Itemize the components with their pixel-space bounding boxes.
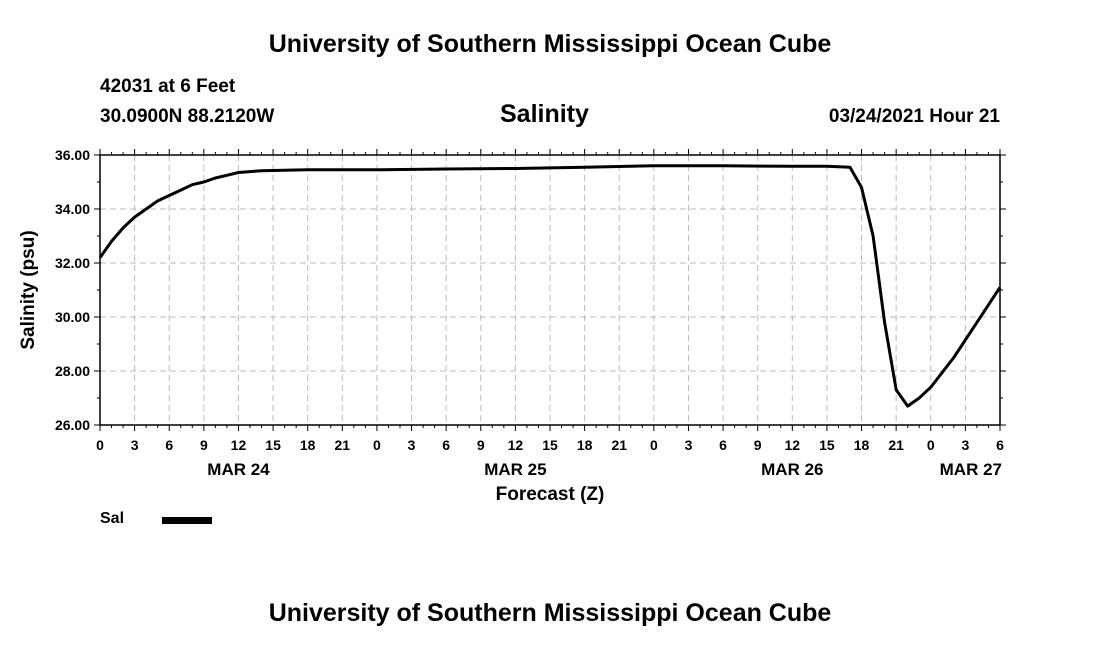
axis-ticks	[94, 149, 1006, 431]
x-tick-label: 21	[888, 437, 904, 453]
x-tick-label: 3	[961, 437, 969, 453]
x-tick-label: 12	[508, 437, 524, 453]
y-tick-label: 32.00	[55, 255, 90, 271]
x-tick-label: 18	[854, 437, 870, 453]
parameter-label: Salinity	[500, 100, 589, 128]
y-tick-label: 26.00	[55, 417, 90, 433]
legend-label: Sal	[100, 510, 125, 527]
chart-title: University of Southern Mississippi Ocean…	[268, 30, 832, 58]
x-tick-label: 9	[200, 437, 208, 453]
x-tick-label: 9	[754, 437, 762, 453]
y-tick-label: 28.00	[55, 363, 90, 379]
x-axis-title: Forecast (Z)	[496, 484, 605, 505]
station-label: 42031 at 6 Feet	[100, 76, 236, 97]
x-tick-label: 0	[373, 437, 381, 453]
x-tick-label: 0	[927, 437, 935, 453]
date-label: MAR 26	[761, 460, 823, 479]
x-tick-label: 12	[785, 437, 801, 453]
x-tick-label: 3	[685, 437, 693, 453]
x-tick-label: 21	[611, 437, 627, 453]
x-tick-label: 0	[650, 437, 658, 453]
x-tick-label: 6	[442, 437, 450, 453]
x-tick-label: 15	[265, 437, 281, 453]
x-tick-label: 21	[335, 437, 351, 453]
x-tick-label: 6	[996, 437, 1004, 453]
x-tick-label: 3	[131, 437, 139, 453]
axis-labels: 26.00 28.00 30.00 32.00 34.00 36.00 0 3 6 9 12 15 18…	[55, 147, 1004, 479]
x-tick-label: 15	[819, 437, 835, 453]
grid-lines	[100, 155, 1000, 425]
x-tick-label: 6	[165, 437, 173, 453]
x-tick-label: 0	[96, 437, 104, 453]
date-label: MAR 27	[940, 460, 1002, 479]
y-tick-label: 36.00	[55, 147, 90, 163]
y-tick-label: 34.00	[55, 201, 90, 217]
datetime-label: 03/24/2021 Hour 21	[828, 106, 1000, 127]
date-label: MAR 25	[484, 460, 546, 479]
legend-line-swatch	[162, 517, 212, 524]
y-axis-title: Salinity (psu)	[18, 230, 39, 349]
footer-title: University of Southern Mississippi Ocean…	[268, 599, 832, 627]
date-label: MAR 24	[207, 460, 270, 479]
x-tick-label: 18	[300, 437, 316, 453]
y-tick-label: 30.00	[55, 309, 90, 325]
x-tick-label: 12	[231, 437, 247, 453]
x-tick-label: 15	[542, 437, 558, 453]
x-tick-label: 18	[577, 437, 593, 453]
x-tick-label: 9	[477, 437, 485, 453]
salinity-series-line	[98, 164, 1002, 408]
coordinates-label: 30.0900N 88.2120W	[100, 106, 275, 127]
x-tick-label: 6	[719, 437, 727, 453]
x-tick-label: 3	[408, 437, 416, 453]
